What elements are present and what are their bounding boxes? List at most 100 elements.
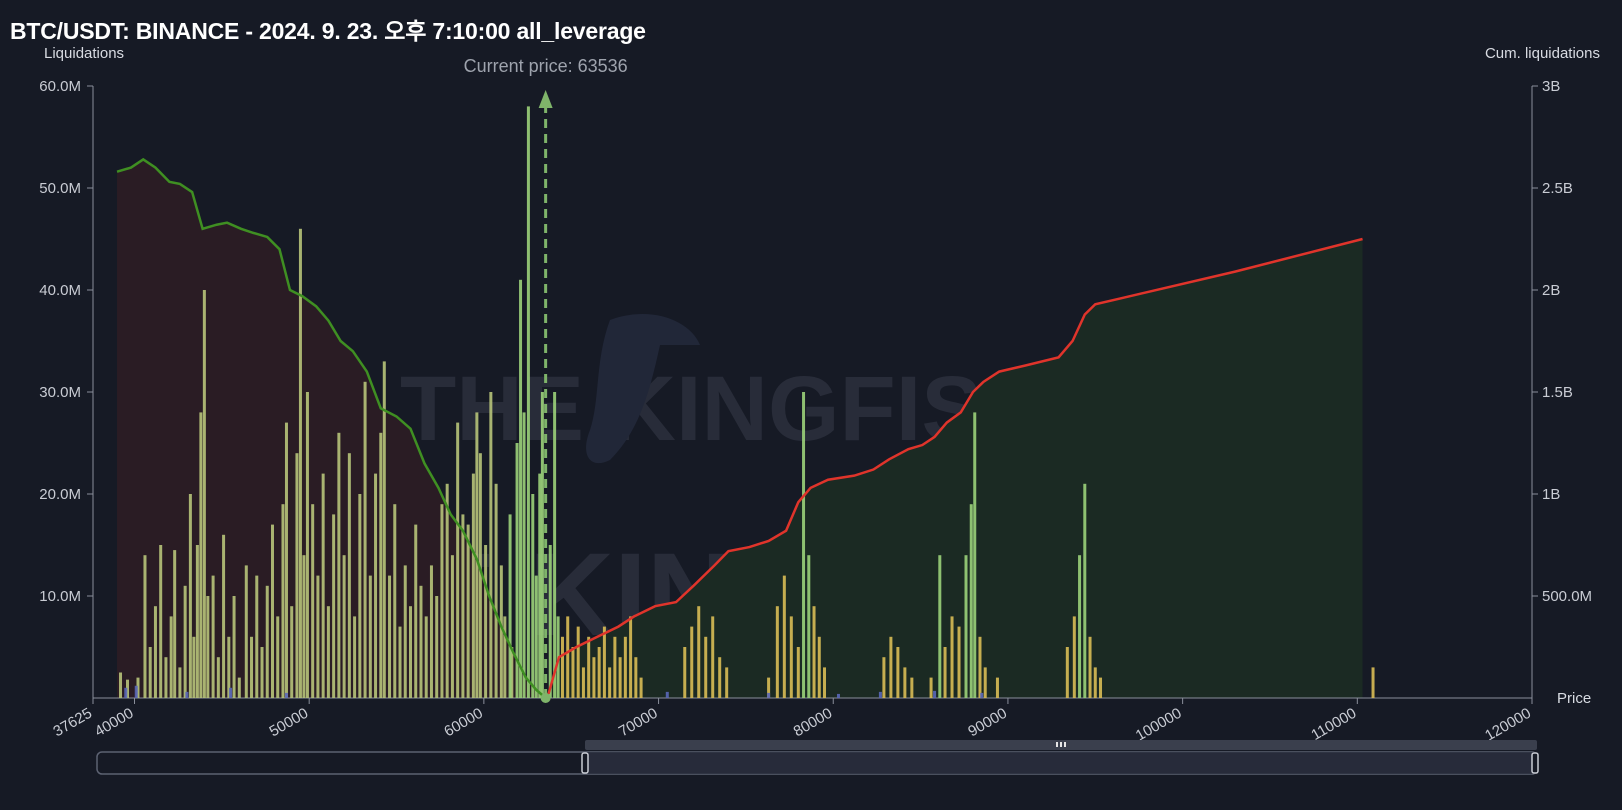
liquidation-bar bbox=[332, 514, 336, 698]
current-price-dot bbox=[540, 693, 551, 703]
y-left-tick-label: 20.0M bbox=[39, 486, 81, 503]
liquidation-bar bbox=[408, 606, 412, 698]
liquidation-bar bbox=[244, 565, 248, 698]
liquidation-bar bbox=[471, 473, 475, 698]
liquidation-bar bbox=[159, 545, 163, 698]
liquidation-bar bbox=[639, 677, 643, 698]
liquidation-bar bbox=[683, 647, 687, 698]
liquidation-bar bbox=[494, 483, 498, 698]
liquidation-bar bbox=[276, 616, 280, 698]
liquidation-bar bbox=[964, 555, 968, 698]
y-left-tick-label: 50.0M bbox=[39, 180, 81, 197]
liquidation-bar bbox=[634, 657, 638, 698]
liquidation-bar bbox=[398, 626, 402, 698]
liquidation-bar bbox=[823, 667, 827, 698]
y-left-tick-label: 10.0M bbox=[39, 588, 81, 605]
liquidation-bar bbox=[250, 636, 254, 698]
liquidation-bar bbox=[222, 534, 226, 698]
liquidation-bar bbox=[148, 647, 152, 698]
liquidation-bar bbox=[295, 453, 299, 698]
range-slider-right-handle[interactable] bbox=[1531, 752, 1539, 774]
x-tick-label: 110000 bbox=[1308, 705, 1359, 744]
kingfisher-bird-icon bbox=[586, 314, 700, 464]
y-right-tick-label: 2.5B bbox=[1542, 180, 1573, 197]
current-price-label: Current price: 63536 bbox=[464, 56, 628, 76]
liquidation-bar bbox=[775, 606, 779, 698]
liquidation-bar bbox=[119, 672, 123, 698]
liquidation-bar bbox=[973, 412, 977, 698]
liquidation-bar bbox=[878, 691, 882, 698]
liquidation-bar bbox=[429, 565, 433, 698]
liquidation-bar bbox=[571, 647, 575, 698]
liquidation-bar bbox=[353, 616, 357, 698]
range-slider[interactable] bbox=[96, 740, 1539, 775]
short-cumulative-area bbox=[548, 239, 1363, 698]
liquidation-bar bbox=[326, 606, 330, 698]
liquidation-bar bbox=[718, 657, 722, 698]
liquidation-bar bbox=[807, 555, 811, 698]
liquidation-bar bbox=[284, 422, 288, 698]
liquidation-bar bbox=[363, 381, 367, 698]
liquidation-bar bbox=[227, 636, 231, 698]
liquidation-bar bbox=[232, 596, 236, 698]
liquidation-bar bbox=[211, 575, 215, 698]
x-tick-label: 60000 bbox=[441, 705, 486, 741]
liquidation-bar bbox=[597, 647, 601, 698]
liquidation-bar bbox=[414, 524, 418, 698]
liquidation-bar bbox=[697, 606, 701, 698]
x-tick-label: 37625 bbox=[50, 705, 95, 741]
liquidation-bar bbox=[337, 432, 341, 698]
liquidation-bar bbox=[206, 596, 210, 698]
range-slider-selection[interactable] bbox=[587, 752, 1535, 774]
liquidation-bar bbox=[393, 504, 397, 698]
liquidation-bar bbox=[510, 647, 514, 698]
liquidation-bar bbox=[284, 692, 288, 698]
liquidation-bar bbox=[424, 616, 428, 698]
range-slider-left-handle[interactable] bbox=[581, 752, 589, 774]
liquidation-bar bbox=[143, 555, 147, 698]
liquidation-bar bbox=[484, 545, 488, 698]
liquidation-bar bbox=[126, 679, 130, 698]
liquidation-bar bbox=[237, 677, 241, 698]
current-price-marker: Current price: 63536 bbox=[464, 56, 628, 703]
liquidation-bar bbox=[903, 667, 907, 698]
liquidation-bar bbox=[665, 691, 669, 698]
liquidation-bar bbox=[321, 473, 325, 698]
liquidation-bar bbox=[1078, 555, 1082, 698]
liquidation-bar bbox=[623, 636, 627, 698]
liquidation-bar bbox=[1099, 677, 1103, 698]
liquidation-bar bbox=[566, 616, 570, 698]
liquidation-bar bbox=[305, 392, 309, 698]
y-right-tick-label: 1.5B bbox=[1542, 384, 1573, 401]
liquidation-bar bbox=[229, 687, 233, 698]
liquidation-bar bbox=[592, 657, 596, 698]
liquidation-bar bbox=[508, 514, 512, 698]
liquidation-bar bbox=[950, 616, 954, 698]
current-price-arrow-icon bbox=[538, 90, 553, 108]
liquidation-bar bbox=[943, 647, 947, 698]
liquidation-bar bbox=[316, 575, 320, 698]
liquidation-bar bbox=[419, 585, 423, 698]
liquidation-bar bbox=[1083, 483, 1087, 698]
liquidation-bar bbox=[489, 392, 493, 698]
liquidation-bar bbox=[260, 647, 264, 698]
liquidation-bar bbox=[540, 392, 544, 698]
short-cumulative-line bbox=[547, 237, 1363, 695]
liquidation-bar bbox=[613, 636, 617, 698]
liquidation-bar bbox=[978, 636, 982, 698]
liquidation-bar bbox=[311, 504, 315, 698]
liquidation-bar bbox=[725, 667, 729, 698]
liquidation-bar bbox=[199, 412, 203, 698]
liquidation-bar bbox=[298, 228, 302, 699]
liquidation-bar bbox=[882, 657, 886, 698]
liquidation-bar bbox=[265, 585, 269, 698]
range-slider-grip-icon[interactable] bbox=[1056, 742, 1066, 747]
liquidation-bar bbox=[789, 616, 793, 698]
liquidation-bar bbox=[531, 494, 535, 698]
chart-title: BTC/USDT: BINANCE - 2024. 9. 23. 오후 7:10… bbox=[10, 18, 646, 44]
liquidation-bar bbox=[173, 550, 177, 698]
y-right-tick-label: 1B bbox=[1542, 486, 1560, 503]
liquidation-bar bbox=[910, 677, 914, 698]
liquidation-bar bbox=[188, 494, 192, 698]
liquidation-bar bbox=[767, 692, 771, 698]
